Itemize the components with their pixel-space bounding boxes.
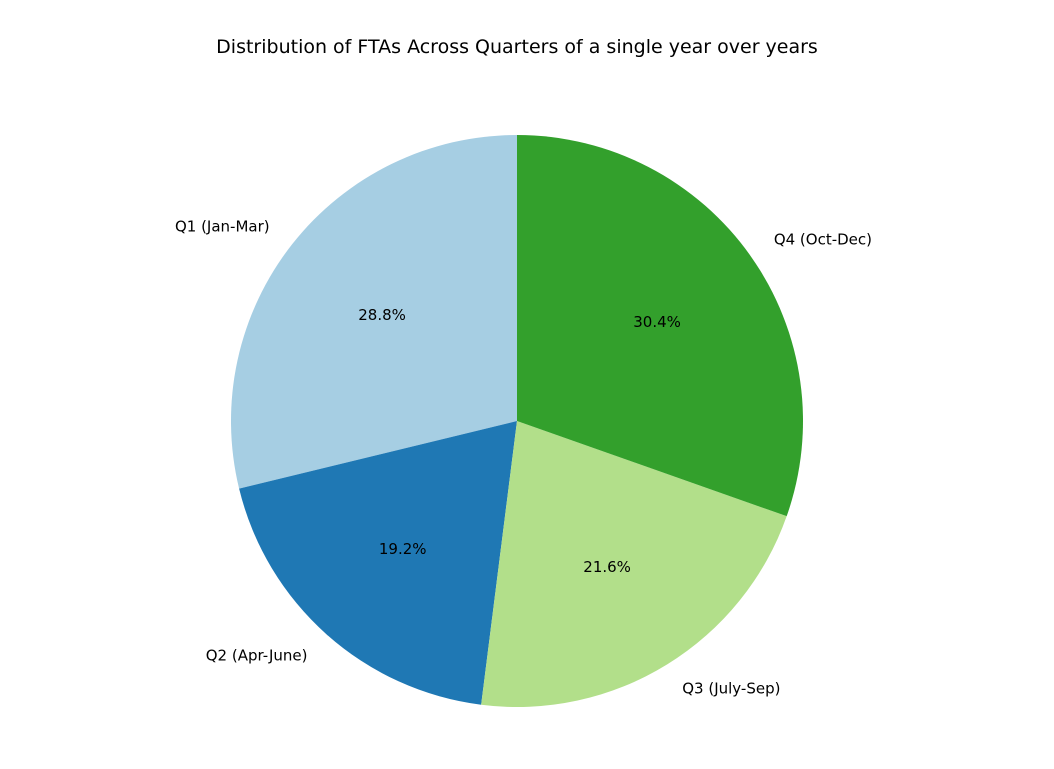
pie-category-label-q1: Q1 (Jan-Mar) <box>175 218 270 236</box>
pie-percent-label-q1: 28.8% <box>358 306 406 324</box>
pie-slice-q1 <box>230 135 517 489</box>
pie-percent-label-q4: 30.4% <box>633 313 681 331</box>
pie-slice-q3 <box>481 421 787 707</box>
pie-slice-q2 <box>239 421 517 705</box>
pie-category-label-q3: Q3 (July-Sep) <box>682 680 780 698</box>
pie-category-label-q4: Q4 (Oct-Dec) <box>774 230 872 248</box>
pie-slices <box>230 135 803 707</box>
pie-labels: 28.8% Q1 (Jan-Mar) 19.2% Q2 (Apr-June) 21.6%… <box>175 218 872 698</box>
pie-slice-q4 <box>517 135 803 517</box>
chart-title: Distribution of FTAs Across Quarters of … <box>216 36 818 58</box>
pie-category-label-q2: Q2 (Apr-June) <box>206 647 308 665</box>
pie-percent-label-q2: 19.2% <box>379 540 427 558</box>
pie-percent-label-q3: 21.6% <box>583 558 631 576</box>
